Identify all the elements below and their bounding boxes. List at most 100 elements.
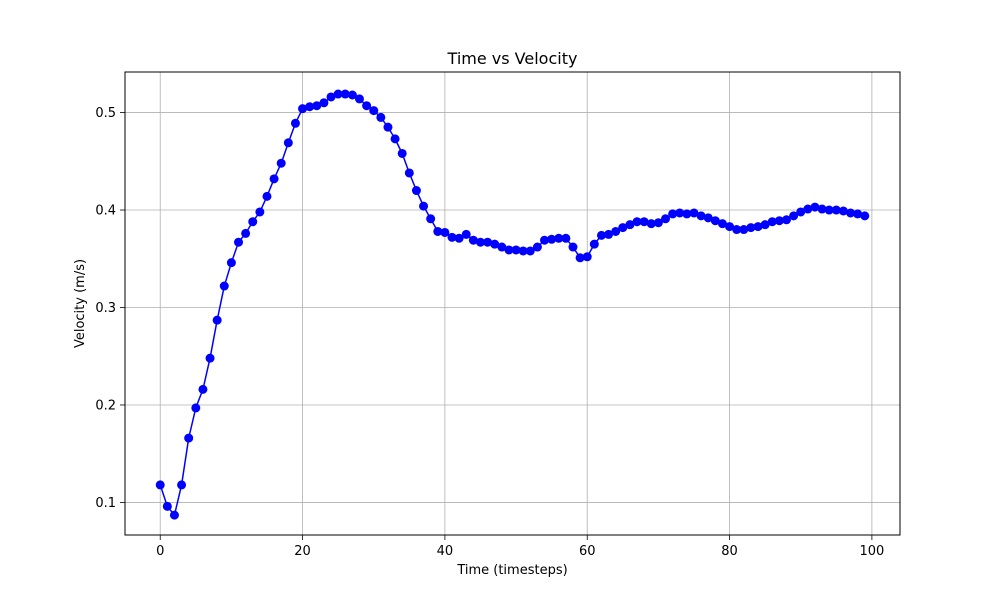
y-tick-label: 0.2	[95, 398, 116, 413]
data-point	[532, 242, 542, 252]
x-tick-label: 40	[437, 544, 454, 559]
data-point	[333, 89, 343, 99]
data-point	[376, 112, 386, 122]
data-point	[490, 239, 500, 249]
data-point	[540, 235, 550, 245]
data-point	[198, 384, 208, 394]
data-point	[298, 104, 308, 114]
data-point	[340, 89, 350, 99]
data-point	[184, 433, 194, 443]
data-point	[604, 229, 614, 239]
data-point	[675, 208, 685, 218]
data-point	[369, 106, 379, 116]
x-axis-label: Time (timesteps)	[456, 563, 567, 578]
data-point	[767, 217, 777, 227]
data-point	[169, 510, 179, 520]
data-point	[810, 202, 820, 212]
data-point	[248, 217, 258, 227]
data-point	[725, 222, 735, 232]
data-point	[639, 217, 649, 227]
data-point	[234, 237, 244, 247]
data-point	[696, 211, 706, 221]
data-point	[219, 281, 229, 291]
data-point	[397, 148, 407, 158]
data-point	[475, 237, 485, 247]
data-point	[732, 225, 742, 235]
data-point	[824, 205, 834, 215]
data-point	[547, 234, 557, 244]
data-point	[383, 122, 393, 132]
data-point	[440, 227, 450, 237]
data-point	[255, 207, 265, 217]
data-point	[305, 102, 315, 112]
data-point	[326, 92, 336, 102]
data-point	[739, 225, 749, 235]
y-tick-label: 0.4	[95, 204, 116, 219]
data-point	[575, 253, 585, 263]
grid-layer	[125, 72, 900, 535]
data-point	[632, 217, 642, 227]
data-point	[276, 158, 286, 168]
data-point	[468, 235, 478, 245]
data-point	[853, 209, 863, 219]
data-point	[846, 208, 856, 218]
data-point	[661, 214, 671, 224]
data-point	[589, 239, 599, 249]
data-point	[774, 216, 784, 226]
data-point	[781, 215, 791, 225]
x-tick-label: 80	[721, 544, 738, 559]
data-point	[354, 94, 364, 104]
x-tick-label: 60	[579, 544, 596, 559]
x-tick-label: 20	[294, 544, 311, 559]
data-point	[241, 228, 251, 238]
data-point	[262, 191, 272, 201]
data-point	[362, 101, 372, 111]
data-point	[504, 245, 514, 255]
data-point	[347, 90, 357, 100]
data-point	[831, 205, 841, 215]
plot-frame	[124, 71, 901, 536]
data-point	[419, 201, 429, 211]
data-point	[860, 211, 870, 221]
data-point	[155, 480, 165, 490]
tick-layer: 0 20 40 60 80 100 0.1 0.2 0.3 0.4 0.5	[95, 106, 884, 559]
data-point	[312, 101, 322, 111]
chart-title: Time vs Velocity	[447, 49, 578, 68]
data-point	[703, 213, 713, 223]
data-point	[717, 219, 727, 229]
data-point	[319, 98, 329, 108]
data-point	[561, 233, 571, 243]
data-point	[689, 208, 699, 218]
data-point	[668, 209, 678, 219]
data-point	[290, 118, 300, 128]
data-point	[483, 237, 493, 247]
data-point	[426, 214, 436, 224]
data-point	[177, 480, 187, 490]
data-point	[433, 226, 443, 236]
data-point	[817, 204, 827, 214]
data-point	[191, 403, 201, 413]
data-point	[283, 138, 293, 148]
data-point	[518, 246, 528, 256]
data-point	[682, 209, 692, 219]
data-point	[746, 223, 756, 233]
data-point	[226, 258, 236, 268]
data-point	[789, 211, 799, 221]
data-point	[618, 223, 628, 233]
data-point	[390, 134, 400, 144]
data-point	[205, 353, 215, 363]
y-tick-label: 0.5	[95, 106, 116, 121]
data-point	[404, 168, 414, 178]
data-point	[582, 252, 592, 262]
data-point	[525, 246, 535, 256]
data-point	[596, 230, 606, 240]
y-tick-label: 0.3	[95, 301, 116, 316]
data-point	[162, 501, 172, 511]
x-tick-label: 100	[859, 544, 884, 559]
data-point	[753, 222, 763, 232]
data-point	[454, 233, 464, 243]
series-line	[159, 93, 865, 516]
y-axis-label: Velocity (m/s)	[73, 259, 88, 348]
